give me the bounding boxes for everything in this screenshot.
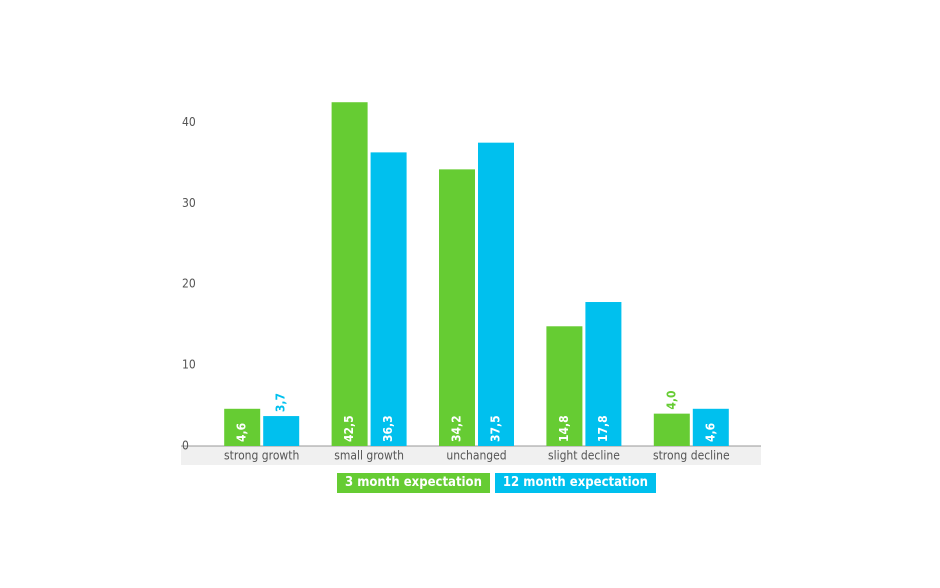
y-tick-label: 10 bbox=[182, 358, 196, 372]
legend-entry: 3 month expectation bbox=[337, 473, 490, 493]
y-tick-label: 0 bbox=[182, 439, 189, 453]
value-label: 42,5 bbox=[342, 415, 356, 442]
value-label: 4,0 bbox=[664, 391, 678, 410]
value-label: 36,3 bbox=[381, 415, 395, 442]
y-tick-label: 40 bbox=[182, 115, 196, 129]
bar bbox=[263, 416, 300, 446]
bar bbox=[478, 142, 514, 446]
x-tick-label: unchanged bbox=[446, 449, 506, 463]
value-label: 37,5 bbox=[489, 415, 503, 442]
x-tick-label: slight decline bbox=[548, 449, 620, 463]
bar bbox=[585, 302, 622, 446]
bar bbox=[546, 326, 583, 446]
y-tick-label: 30 bbox=[182, 196, 196, 210]
value-label: 17,8 bbox=[596, 415, 610, 442]
value-label: 3,7 bbox=[274, 393, 288, 412]
bar bbox=[439, 169, 475, 447]
value-label: 14,8 bbox=[557, 415, 571, 442]
value-label: 34,2 bbox=[450, 415, 464, 442]
value-label: 4,6 bbox=[235, 423, 249, 442]
legend: 3 month expectation 12 month expectation bbox=[337, 473, 656, 493]
bar bbox=[692, 408, 729, 446]
x-tick-label: strong growth bbox=[224, 449, 299, 463]
value-label: 4,6 bbox=[703, 423, 717, 442]
bar bbox=[370, 152, 407, 446]
legend-entry: 12 month expectation bbox=[494, 473, 656, 493]
bar bbox=[653, 413, 690, 446]
x-tick-label: strong decline bbox=[653, 449, 730, 463]
x-axis-band bbox=[181, 446, 761, 465]
bar bbox=[224, 408, 261, 446]
bar bbox=[331, 102, 368, 446]
x-tick-label: small growth bbox=[334, 449, 404, 463]
y-tick-label: 20 bbox=[182, 277, 196, 291]
